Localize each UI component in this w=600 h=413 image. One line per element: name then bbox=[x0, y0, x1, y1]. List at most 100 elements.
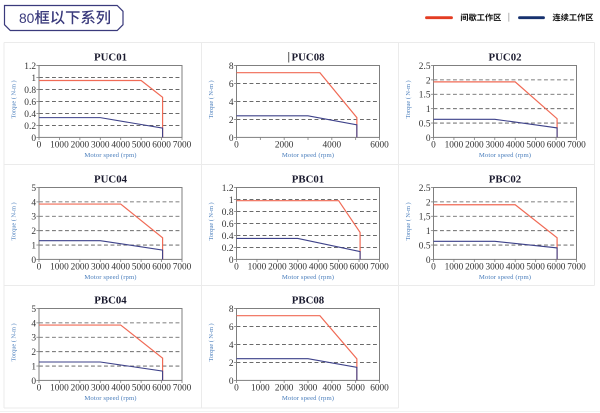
svg-text:0: 0 bbox=[426, 134, 431, 144]
svg-text:4000: 4000 bbox=[323, 384, 342, 394]
svg-text:0.8: 0.8 bbox=[222, 208, 234, 218]
svg-text:PBC04: PBC04 bbox=[94, 295, 127, 307]
svg-text:Torque ( N-m ): Torque ( N-m ) bbox=[208, 323, 215, 361]
svg-text:Torque ( N-m ): Torque ( N-m ) bbox=[405, 80, 412, 118]
svg-text:4: 4 bbox=[229, 341, 234, 351]
svg-text:6000: 6000 bbox=[370, 141, 389, 151]
svg-text:1000: 1000 bbox=[50, 263, 69, 273]
svg-text:2: 2 bbox=[31, 227, 36, 237]
svg-text:5: 5 bbox=[31, 305, 36, 315]
svg-text:4: 4 bbox=[31, 319, 36, 329]
svg-text:Motor speed (rpm): Motor speed (rpm) bbox=[479, 152, 531, 159]
svg-text:0: 0 bbox=[234, 263, 239, 273]
svg-text:6000: 6000 bbox=[370, 384, 389, 394]
svg-text:3000: 3000 bbox=[91, 141, 110, 151]
svg-text:0: 0 bbox=[31, 256, 36, 266]
svg-text:0: 0 bbox=[229, 256, 234, 266]
svg-text:2000: 2000 bbox=[268, 263, 287, 273]
svg-text:0.4: 0.4 bbox=[24, 110, 36, 120]
svg-text:1: 1 bbox=[31, 241, 36, 251]
svg-text:PUC02: PUC02 bbox=[489, 52, 522, 64]
svg-text:2000: 2000 bbox=[465, 263, 484, 273]
svg-text:PBC01: PBC01 bbox=[292, 174, 324, 186]
svg-text:0.8: 0.8 bbox=[24, 86, 36, 96]
svg-text:0: 0 bbox=[229, 134, 234, 144]
svg-text:0: 0 bbox=[31, 377, 36, 387]
svg-text:1,5: 1,5 bbox=[419, 213, 431, 223]
svg-text:7000: 7000 bbox=[173, 384, 192, 394]
svg-text:7000: 7000 bbox=[370, 263, 389, 273]
svg-text:Torque ( N-m ): Torque ( N-m ) bbox=[11, 202, 18, 240]
svg-text:8: 8 bbox=[229, 62, 234, 72]
svg-text:5: 5 bbox=[31, 184, 36, 194]
svg-text:0: 0 bbox=[37, 263, 42, 273]
svg-text:PBC02: PBC02 bbox=[489, 174, 521, 186]
svg-text:2000: 2000 bbox=[275, 384, 294, 394]
svg-text:Torque ( N-m ): Torque ( N-m ) bbox=[405, 202, 412, 240]
svg-text:PUC08: PUC08 bbox=[292, 52, 326, 64]
svg-text:2000: 2000 bbox=[465, 141, 484, 151]
svg-text:1: 1 bbox=[229, 196, 234, 206]
svg-text:80: 80 bbox=[19, 11, 35, 26]
svg-text:0: 0 bbox=[229, 377, 234, 387]
svg-text:0.6: 0.6 bbox=[24, 98, 36, 108]
svg-text:2.5: 2.5 bbox=[419, 184, 431, 194]
svg-text:Torque ( N-m ): Torque ( N-m ) bbox=[11, 80, 18, 118]
svg-text:Torque ( N-m ): Torque ( N-m ) bbox=[11, 323, 18, 361]
svg-text:Torque ( N-m ): Torque ( N-m ) bbox=[208, 80, 215, 118]
svg-text:2.5: 2.5 bbox=[419, 62, 431, 72]
svg-text:5000: 5000 bbox=[132, 141, 151, 151]
svg-text:0: 0 bbox=[234, 141, 239, 151]
svg-text:6: 6 bbox=[229, 323, 234, 333]
svg-text:4: 4 bbox=[31, 198, 36, 208]
svg-text:3: 3 bbox=[31, 334, 36, 344]
svg-text:4000: 4000 bbox=[506, 141, 525, 151]
svg-text:1: 1 bbox=[31, 362, 36, 372]
svg-text:1: 1 bbox=[426, 227, 431, 237]
svg-text:0: 0 bbox=[426, 256, 431, 266]
svg-text:1000: 1000 bbox=[251, 384, 270, 394]
svg-text:1: 1 bbox=[426, 105, 431, 115]
svg-text:2000: 2000 bbox=[71, 141, 90, 151]
svg-text:4000: 4000 bbox=[506, 263, 525, 273]
svg-text:7000: 7000 bbox=[173, 263, 192, 273]
svg-text:4000: 4000 bbox=[111, 384, 130, 394]
svg-text:5000: 5000 bbox=[132, 263, 151, 273]
svg-text:Motor speed (rpm): Motor speed (rpm) bbox=[282, 395, 334, 402]
svg-text:3000: 3000 bbox=[299, 384, 318, 394]
svg-text:0: 0 bbox=[31, 134, 36, 144]
svg-text:5000: 5000 bbox=[526, 141, 545, 151]
svg-text:Motor speed (rpm): Motor speed (rpm) bbox=[84, 274, 136, 281]
svg-text:1: 1 bbox=[31, 74, 36, 84]
svg-text:2000: 2000 bbox=[71, 384, 90, 394]
svg-text:7000: 7000 bbox=[173, 141, 192, 151]
svg-text:3000: 3000 bbox=[91, 384, 110, 394]
svg-text:0.2: 0.2 bbox=[222, 244, 234, 254]
svg-text:Torque ( N-m ): Torque ( N-m ) bbox=[208, 202, 215, 240]
svg-text:6000: 6000 bbox=[547, 141, 566, 151]
svg-text:3000: 3000 bbox=[288, 263, 307, 273]
svg-text:3000: 3000 bbox=[485, 141, 504, 151]
svg-text:0.5: 0.5 bbox=[419, 241, 431, 251]
svg-text:1.5: 1.5 bbox=[419, 91, 431, 101]
svg-text:2: 2 bbox=[31, 348, 36, 358]
svg-text:5000: 5000 bbox=[329, 263, 348, 273]
svg-text:0: 0 bbox=[431, 141, 436, 151]
svg-text:Motor speed (rpm): Motor speed (rpm) bbox=[479, 274, 531, 281]
svg-text:6000: 6000 bbox=[152, 263, 171, 273]
svg-text:4000: 4000 bbox=[111, 141, 130, 151]
svg-text:0: 0 bbox=[431, 263, 436, 273]
svg-text:7000: 7000 bbox=[567, 263, 586, 273]
svg-text:6: 6 bbox=[229, 80, 234, 90]
svg-text:2000: 2000 bbox=[71, 263, 90, 273]
svg-text:4000: 4000 bbox=[111, 263, 130, 273]
svg-text:5000: 5000 bbox=[526, 263, 545, 273]
svg-text:2: 2 bbox=[229, 116, 234, 126]
svg-text:0: 0 bbox=[37, 384, 42, 394]
svg-text:5000: 5000 bbox=[132, 384, 151, 394]
svg-text:4000: 4000 bbox=[323, 141, 342, 151]
svg-text:6000: 6000 bbox=[350, 263, 369, 273]
svg-text:8: 8 bbox=[229, 305, 234, 315]
svg-text:1000: 1000 bbox=[50, 384, 69, 394]
svg-text:2000: 2000 bbox=[275, 141, 294, 151]
